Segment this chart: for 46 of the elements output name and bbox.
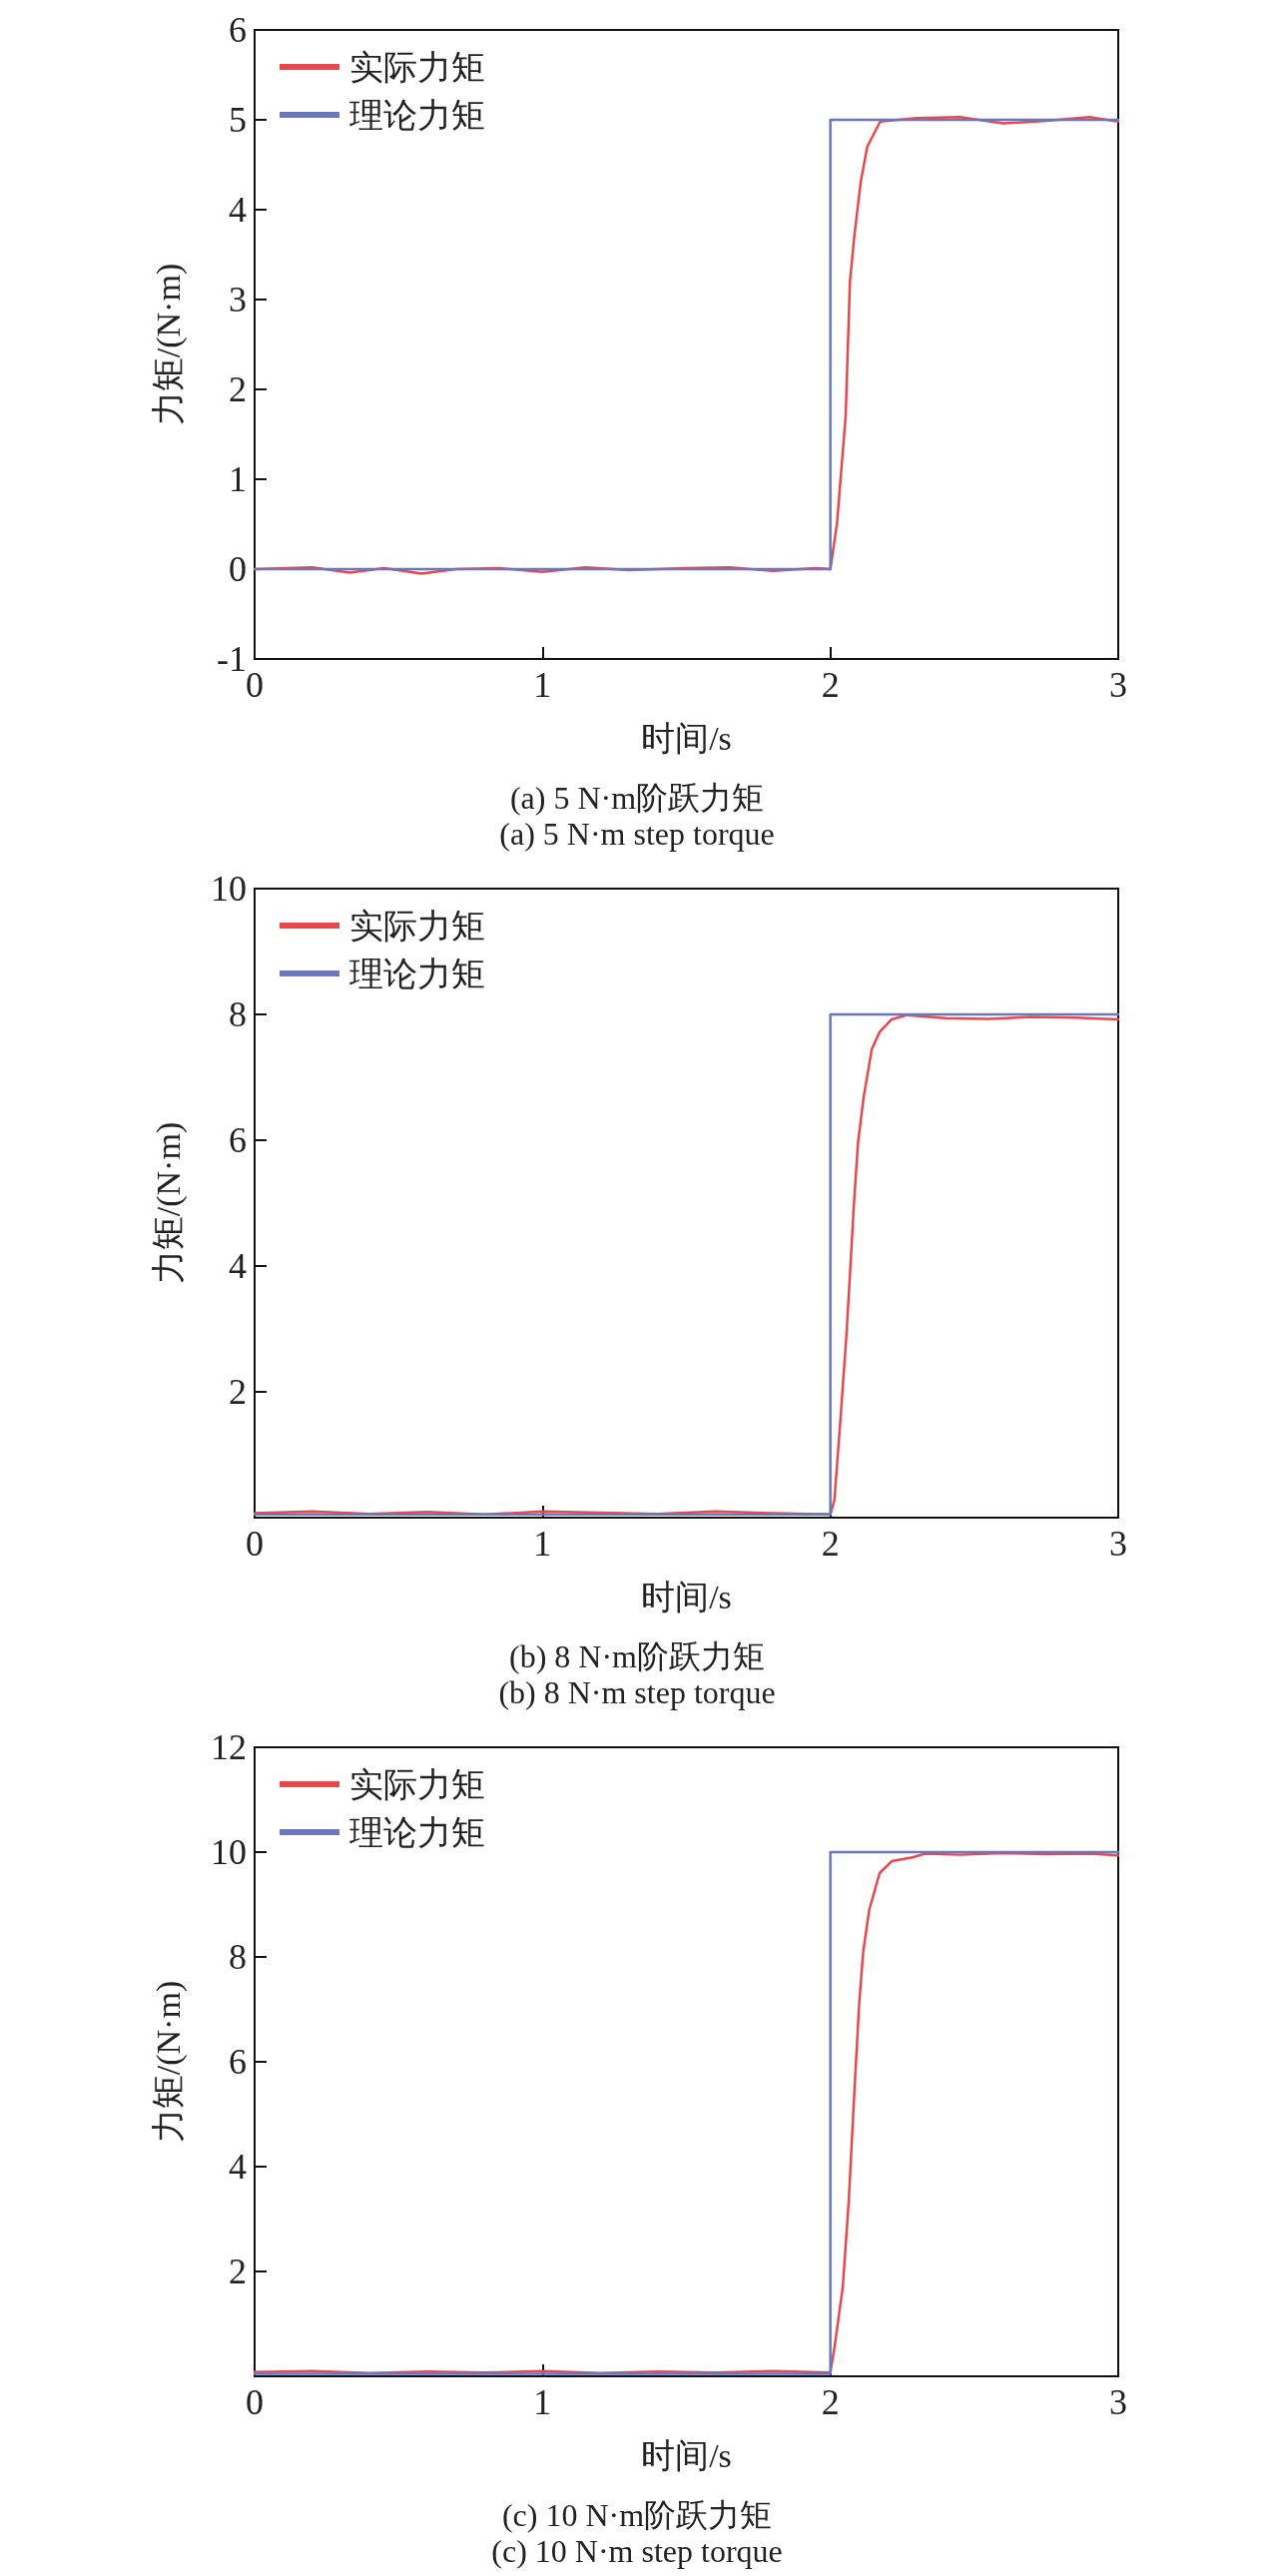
x-axis-title: 时间/s bbox=[641, 1578, 732, 1615]
x-axis-title: 时间/s bbox=[641, 719, 732, 757]
x-tick-label: 1 bbox=[533, 665, 552, 705]
text: (c) 10 N·m阶跃力矩 bbox=[501, 2497, 773, 2533]
legend-label: 实际力矩 bbox=[349, 48, 485, 86]
y-tick-label: -1 bbox=[217, 639, 247, 679]
x-axis-title: 时间/s bbox=[641, 2436, 732, 2474]
text: (c) 10 N·m step torque bbox=[491, 2533, 783, 2569]
y-tick-label: 4 bbox=[229, 190, 247, 230]
x-tick-label: 1 bbox=[533, 2382, 552, 2422]
x-tick-label: 2 bbox=[821, 2382, 840, 2422]
y-tick-label: 8 bbox=[229, 994, 247, 1034]
y-tick-label: 2 bbox=[229, 369, 247, 409]
x-tick-label: 3 bbox=[1109, 2382, 1127, 2422]
y-tick-label: 12 bbox=[211, 1727, 247, 1767]
legend-label: 实际力矩 bbox=[349, 1765, 485, 1803]
legend-label: 理论力矩 bbox=[349, 1813, 485, 1851]
y-axis-title: 力矩/(N·m) bbox=[149, 1121, 188, 1285]
text: (a) 5 N·m step torque bbox=[499, 816, 775, 852]
x-tick-label: 2 bbox=[821, 665, 840, 705]
y-tick-label: 8 bbox=[229, 1937, 247, 1977]
y-tick-label: 0 bbox=[229, 549, 247, 589]
text: (a) 5 N·m阶跃力矩 bbox=[509, 780, 765, 816]
text: (b) 8 N·m step torque bbox=[498, 1674, 776, 1710]
legend-label: 理论力矩 bbox=[349, 96, 485, 134]
y-tick-label: 4 bbox=[229, 2147, 247, 2187]
y-tick-label: 6 bbox=[229, 10, 247, 50]
text: (b) 8 N·m阶跃力矩 bbox=[509, 1638, 765, 1674]
x-tick-label: 1 bbox=[533, 1524, 552, 1564]
y-tick-label: 5 bbox=[229, 100, 247, 140]
y-tick-label: 2 bbox=[229, 1372, 247, 1412]
x-tick-label: 2 bbox=[821, 1524, 840, 1564]
x-tick-label: 3 bbox=[1109, 665, 1127, 705]
y-tick-label: 10 bbox=[211, 1832, 247, 1872]
y-tick-label: 3 bbox=[229, 280, 247, 320]
y-axis-title: 力矩/(N·m) bbox=[149, 1980, 188, 2144]
x-tick-label: 3 bbox=[1109, 1524, 1127, 1564]
y-tick-label: 6 bbox=[229, 1120, 247, 1160]
legend-label: 实际力矩 bbox=[349, 907, 485, 945]
y-tick-label: 4 bbox=[229, 1246, 247, 1286]
y-axis-title: 力矩/(N·m) bbox=[149, 263, 188, 426]
y-tick-label: 6 bbox=[229, 2042, 247, 2082]
y-tick-label: 10 bbox=[211, 869, 247, 909]
y-tick-label: 1 bbox=[229, 459, 247, 499]
y-tick-label: 2 bbox=[229, 2252, 247, 2291]
legend-label: 理论力矩 bbox=[349, 955, 485, 992]
